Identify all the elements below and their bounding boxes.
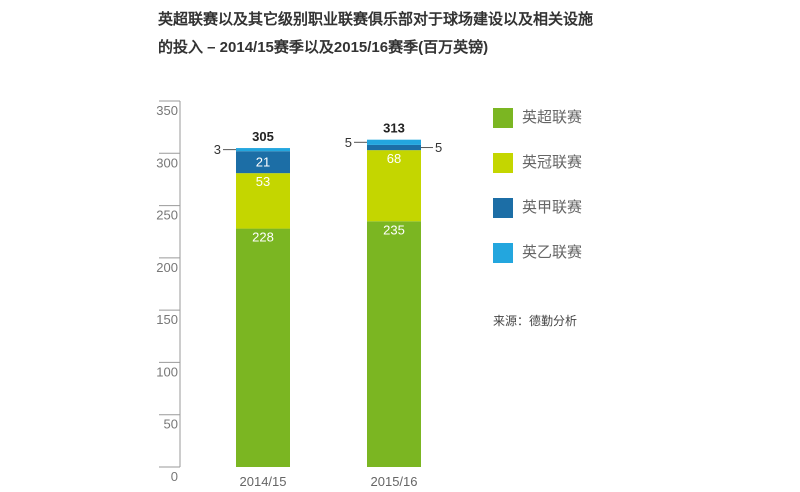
y-tick-label: 200 <box>156 260 178 275</box>
legend-item-league-two: 英乙联赛 <box>493 243 582 263</box>
y-tick-label: 150 <box>156 312 178 327</box>
bar-value-label: 5 <box>435 140 442 155</box>
legend-label: 英甲联赛 <box>522 199 583 216</box>
x-category-label: 2015/16 <box>371 474 418 489</box>
bar-value-label: 68 <box>387 151 401 166</box>
legend-label: 英超联赛 <box>522 109 583 126</box>
legend-swatch <box>493 198 513 218</box>
bar-value-label: 3 <box>214 142 221 157</box>
bar-total-label: 305 <box>252 129 274 144</box>
y-tick-label: 300 <box>156 155 178 170</box>
bar-value-label: 228 <box>252 230 274 245</box>
y-tick-label: 250 <box>156 208 178 223</box>
legend-item-championship: 英冠联赛 <box>493 153 582 173</box>
bar-segment <box>236 148 290 152</box>
bar-segment <box>367 144 421 151</box>
legend-label: 英乙联赛 <box>522 244 583 261</box>
legend-label: 英冠联赛 <box>522 154 583 171</box>
y-tick-label: 350 <box>156 103 178 118</box>
y-tick-label: 50 <box>164 417 178 432</box>
bar-segment <box>236 173 290 229</box>
bar-segment <box>367 139 421 145</box>
bar-value-label: 21 <box>256 155 270 170</box>
legend-item-premier-league: 英超联赛 <box>493 108 582 128</box>
source-note: 来源：德勤分析 <box>493 314 578 328</box>
legend-swatch <box>493 243 513 263</box>
chart-title: 英超联赛以及其它级别职业联赛俱乐部对于球场建设以及相关设施 的投入 – 2014… <box>158 11 594 56</box>
bar-value-label: 5 <box>345 135 352 150</box>
bar-segment <box>367 221 421 467</box>
bar-value-label: 235 <box>383 222 405 237</box>
legend-swatch <box>493 108 513 128</box>
bar-segment <box>367 150 421 222</box>
x-category-label: 2014/15 <box>240 474 287 489</box>
bar-segment <box>236 228 290 467</box>
bar-total-label: 313 <box>383 121 405 136</box>
legend-swatch <box>493 153 513 173</box>
legend-item-league-one: 英甲联赛 <box>493 198 582 218</box>
bar-segment <box>236 151 290 174</box>
bar-value-label: 53 <box>256 174 270 189</box>
legend: 英超联赛 英冠联赛 英甲联赛 英乙联赛 <box>493 108 582 288</box>
y-tick-label: 0 <box>171 469 178 484</box>
y-tick-label: 100 <box>156 364 178 379</box>
